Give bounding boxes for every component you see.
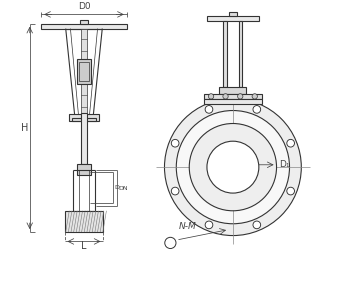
Bar	[69, 114, 99, 121]
Text: H: H	[21, 123, 29, 133]
Circle shape	[208, 94, 214, 99]
Bar	[77, 59, 91, 84]
Text: D₁: D₁	[279, 160, 290, 169]
Circle shape	[171, 187, 179, 195]
Circle shape	[253, 106, 261, 113]
Bar	[72, 117, 96, 121]
Bar	[204, 94, 262, 99]
Bar	[219, 87, 246, 94]
Circle shape	[205, 221, 213, 229]
Circle shape	[165, 237, 176, 249]
Bar	[81, 113, 87, 164]
Bar	[239, 21, 242, 87]
Bar	[64, 211, 103, 232]
Text: L: L	[81, 241, 87, 251]
Text: D0: D0	[78, 2, 90, 11]
Circle shape	[252, 94, 257, 99]
Circle shape	[287, 140, 295, 147]
Circle shape	[207, 141, 259, 193]
Text: N-M: N-M	[179, 222, 197, 231]
Bar	[81, 29, 87, 114]
Bar	[80, 20, 88, 24]
Bar	[77, 164, 91, 175]
Circle shape	[253, 221, 261, 229]
Text: DN: DN	[118, 185, 127, 191]
Circle shape	[223, 94, 228, 99]
Bar	[204, 99, 262, 104]
Bar	[79, 62, 89, 81]
Bar	[207, 16, 259, 21]
Circle shape	[171, 140, 179, 147]
Circle shape	[238, 94, 243, 99]
Circle shape	[176, 111, 290, 224]
Circle shape	[205, 106, 213, 113]
Circle shape	[189, 124, 277, 211]
Circle shape	[164, 99, 301, 236]
Text: D: D	[114, 185, 119, 190]
Circle shape	[287, 187, 295, 195]
Bar	[223, 21, 227, 87]
Bar	[41, 24, 127, 29]
Bar	[229, 12, 237, 16]
